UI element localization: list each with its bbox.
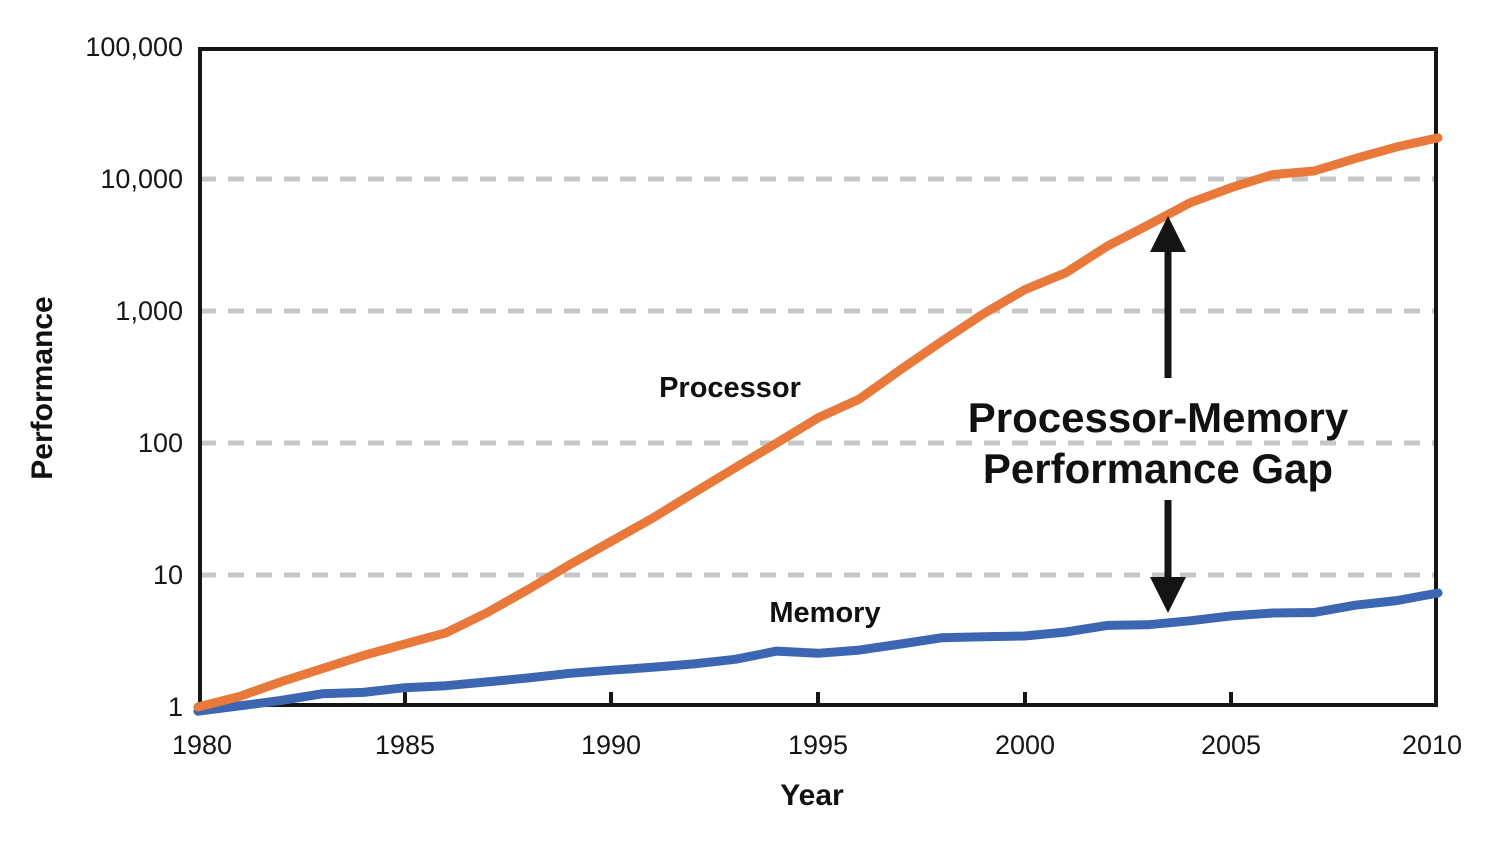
y-label-100000: 100,000	[85, 32, 183, 62]
x-axis-labels: 1980 1985 1990 1995 2000 2005 2010	[172, 730, 1462, 760]
y-label-10000: 10,000	[100, 164, 183, 194]
gap-annotation-line1: Processor-Memory	[968, 394, 1349, 441]
processor-series-label: Processor	[659, 372, 801, 404]
y-label-1000: 1,000	[115, 296, 183, 326]
x-axis-ticks	[403, 692, 1233, 705]
y-label-10: 10	[153, 560, 183, 590]
x-label-1990: 1990	[581, 730, 641, 760]
x-label-2005: 2005	[1201, 730, 1261, 760]
gridlines	[200, 176, 1436, 578]
processor-line	[193, 133, 1443, 712]
gap-arrow-down-head-icon	[1150, 577, 1186, 613]
gap-arrow-up-head-icon	[1150, 216, 1186, 252]
y-axis-title: Performance	[26, 296, 59, 479]
x-label-2000: 2000	[995, 730, 1055, 760]
gap-arrow	[1150, 216, 1186, 613]
x-label-1995: 1995	[788, 730, 848, 760]
memory-series-label: Memory	[769, 597, 880, 629]
gap-annotation-line2: Performance Gap	[983, 445, 1333, 492]
y-label-1: 1	[168, 692, 183, 722]
x-label-1980: 1980	[172, 730, 232, 760]
x-label-1985: 1985	[375, 730, 435, 760]
memory-line	[193, 588, 1443, 716]
y-axis-labels: 100,000 10,000 1,000 100 10 1	[85, 32, 183, 722]
x-label-2010: 2010	[1402, 730, 1462, 760]
x-axis-title: Year	[780, 779, 844, 812]
y-label-100: 100	[138, 428, 183, 458]
